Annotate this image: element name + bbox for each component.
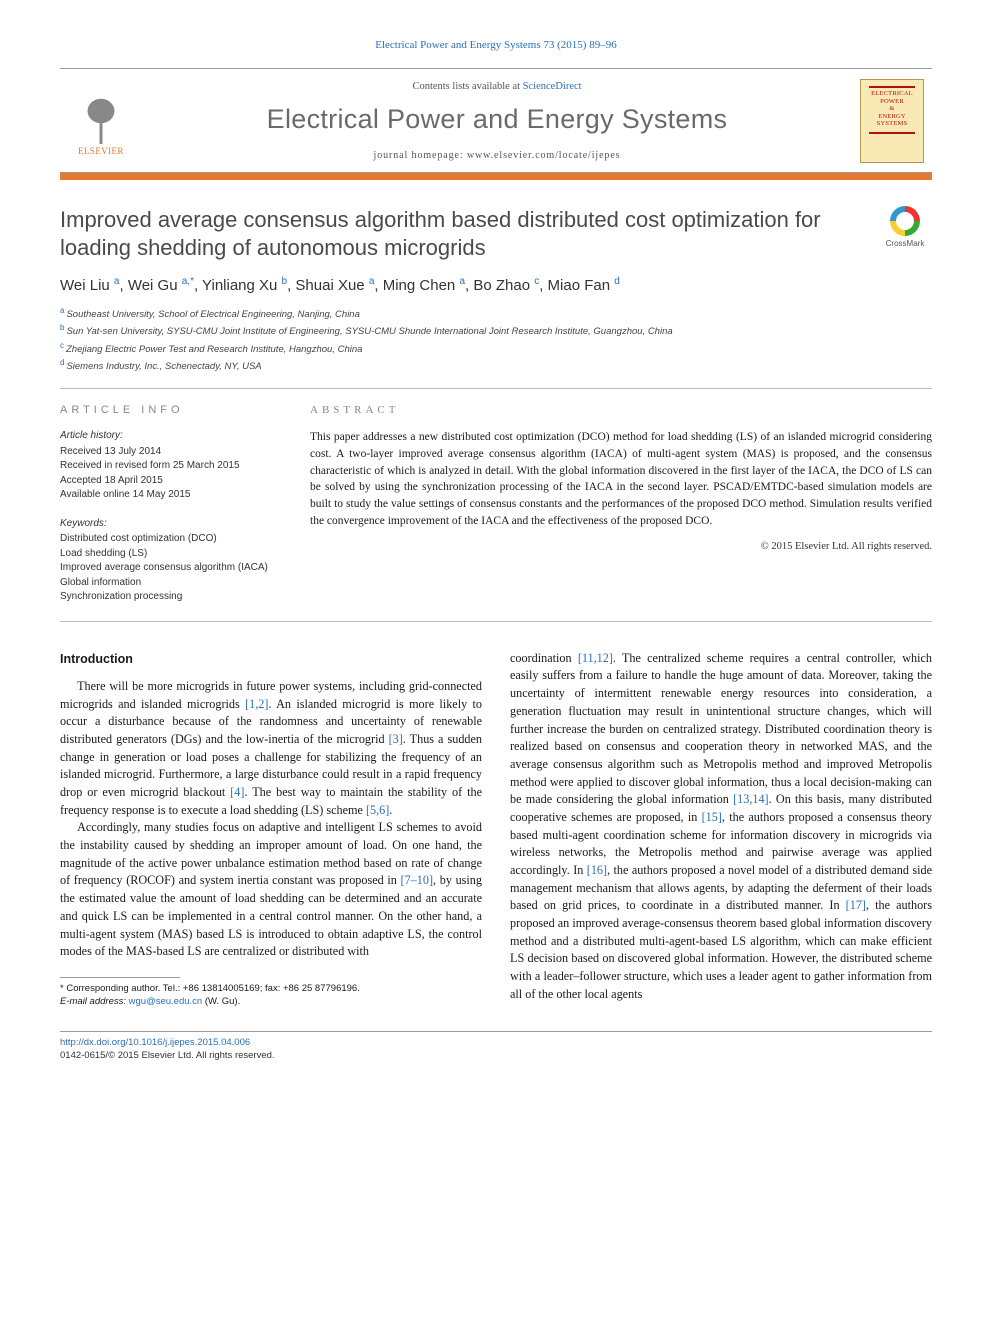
history-line: Available online 14 May 2015 <box>60 488 280 503</box>
citation-ref[interactable]: [15] <box>702 810 722 824</box>
keywords-head: Keywords: <box>60 517 280 532</box>
journal-ref-link[interactable]: Electrical Power and Energy Systems 73 (… <box>375 39 616 51</box>
keyword-line: Global information <box>60 576 280 591</box>
homepage-prefix: journal homepage: <box>374 150 467 161</box>
affiliation-line: dSiemens Industry, Inc., Schenectady, NY… <box>60 357 932 374</box>
doi-link[interactable]: http://dx.doi.org/10.1016/j.ijepes.2015.… <box>60 1037 250 1048</box>
crossmark-label: CrossMark <box>886 239 925 248</box>
cover-line: ELECTRICAL <box>871 90 913 97</box>
citation-ref[interactable]: [16] <box>587 863 607 877</box>
sciencedirect-link[interactable]: ScienceDirect <box>523 81 582 92</box>
corresponding-author: * Corresponding author. Tel.: +86 138140… <box>60 982 482 995</box>
affiliations: aSoutheast University, School of Electri… <box>60 305 932 375</box>
publisher-logo[interactable]: ELSEVIER <box>68 84 134 158</box>
email-who: (W. Gu). <box>205 996 240 1007</box>
body-para: There will be more microgrids in future … <box>60 678 482 820</box>
page-footer: http://dx.doi.org/10.1016/j.ijepes.2015.… <box>60 1031 932 1064</box>
body-columns: Introduction There will be more microgri… <box>60 650 932 1009</box>
journal-reference: Electrical Power and Energy Systems 73 (… <box>60 38 932 54</box>
journal-name: Electrical Power and Energy Systems <box>148 100 846 139</box>
abstract-text: This paper addresses a new distributed c… <box>310 429 932 529</box>
footnotes: * Corresponding author. Tel.: +86 138140… <box>60 982 482 1009</box>
cover-line: SYSTEMS <box>877 120 908 127</box>
abstract-copyright: © 2015 Elsevier Ltd. All rights reserved… <box>310 539 932 554</box>
footnote-rule <box>60 977 180 978</box>
history-line: Received 13 July 2014 <box>60 445 280 460</box>
citation-ref[interactable]: [1,2] <box>245 697 268 711</box>
citation-ref[interactable]: [4] <box>230 785 244 799</box>
citation-ref[interactable]: [13,14] <box>733 792 769 806</box>
orange-rule <box>60 173 932 180</box>
authors-line: Wei Liu a, Wei Gu a,*, Yinliang Xu b, Sh… <box>60 275 932 297</box>
cover-line: & <box>889 105 894 112</box>
publisher-logo-text: ELSEVIER <box>78 145 124 158</box>
citation-ref[interactable]: [5,6] <box>366 803 389 817</box>
cover-line: POWER <box>880 98 904 105</box>
homepage-line: journal homepage: www.elsevier.com/locat… <box>148 149 846 164</box>
crossmark-badge[interactable]: CrossMark <box>878 206 932 250</box>
article-info-heading: article info <box>60 403 280 419</box>
elsevier-tree-icon <box>78 95 124 145</box>
affiliation-line: cZhejiang Electric Power Test and Resear… <box>60 340 932 357</box>
cover-line: ENERGY <box>878 113 906 120</box>
issn-line: 0142-0615/© 2015 Elsevier Ltd. All right… <box>60 1050 275 1061</box>
citation-ref[interactable]: [3] <box>389 732 403 746</box>
keyword-line: Synchronization processing <box>60 590 280 605</box>
affiliation-line: bSun Yat-sen University, SYSU-CMU Joint … <box>60 322 932 339</box>
citation-ref[interactable]: [11,12] <box>578 651 613 665</box>
email-label: E-mail address: <box>60 996 126 1007</box>
article-info-row: article info Article history: Received 1… <box>60 388 932 621</box>
keyword-line: Improved average consensus algorithm (IA… <box>60 561 280 576</box>
keyword-line: Distributed cost optimization (DCO) <box>60 532 280 547</box>
body-para: Accordingly, many studies focus on adapt… <box>60 819 482 961</box>
citation-ref[interactable]: [17] <box>846 898 866 912</box>
paper-title: Improved average consensus algorithm bas… <box>60 206 860 263</box>
contents-prefix: Contents lists available at <box>412 81 522 92</box>
body-para: coordination [11,12]. The centralized sc… <box>510 650 932 1004</box>
citation-ref[interactable]: [7–10] <box>401 873 434 887</box>
section-heading-introduction: Introduction <box>60 650 482 668</box>
history-line: Accepted 18 April 2015 <box>60 474 280 489</box>
history-line: Received in revised form 25 March 2015 <box>60 459 280 474</box>
journal-cover-thumb[interactable]: ELECTRICAL POWER & ENERGY SYSTEMS <box>860 79 924 163</box>
crossmark-icon <box>890 206 920 236</box>
history-head: Article history: <box>60 429 280 444</box>
homepage-url[interactable]: www.elsevier.com/locate/ijepes <box>467 150 621 161</box>
contents-line: Contents lists available at ScienceDirec… <box>148 79 846 94</box>
affiliation-line: aSoutheast University, School of Electri… <box>60 305 932 322</box>
abstract-heading: abstract <box>310 403 932 419</box>
journal-masthead: ELSEVIER Contents lists available at Sci… <box>60 68 932 173</box>
email-link[interactable]: wgu@seu.edu.cn <box>129 996 203 1007</box>
keyword-line: Load shedding (LS) <box>60 547 280 562</box>
